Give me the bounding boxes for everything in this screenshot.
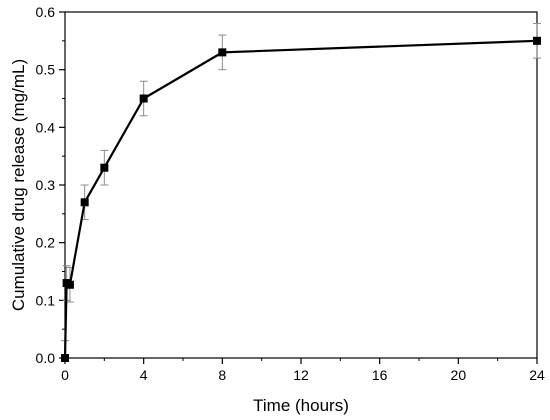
data-point-marker xyxy=(65,280,74,289)
data-point-marker xyxy=(533,36,541,45)
y-tick-label: 0.5 xyxy=(36,62,56,78)
y-tick-label: 0.0 xyxy=(36,350,56,366)
x-tick-label: 12 xyxy=(293,367,309,383)
x-tick-label: 16 xyxy=(372,367,388,383)
x-axis-title: Time (hours) xyxy=(253,396,349,415)
x-tick-label: 20 xyxy=(451,367,467,383)
data-point-marker xyxy=(100,163,109,172)
data-point-marker xyxy=(61,354,69,362)
y-tick-label: 0.3 xyxy=(36,177,56,193)
series-line xyxy=(63,39,538,359)
y-axis-title: Cumulative drug release (mg/mL) xyxy=(9,59,28,311)
x-tick-label: 0 xyxy=(61,367,69,383)
x-tick-label: 24 xyxy=(529,367,545,383)
data-point-marker xyxy=(80,198,89,207)
data-point-marker xyxy=(139,94,148,103)
x-tick-label: 8 xyxy=(218,367,226,383)
y-tick-label: 0.1 xyxy=(36,292,56,308)
plot-frame xyxy=(64,11,538,359)
x-tick-label: 4 xyxy=(140,367,148,383)
data-point-marker xyxy=(218,48,227,57)
y-tick-label: 0.6 xyxy=(36,4,56,20)
y-tick-label: 0.4 xyxy=(36,119,56,135)
y-tick-label: 0.2 xyxy=(36,235,56,251)
